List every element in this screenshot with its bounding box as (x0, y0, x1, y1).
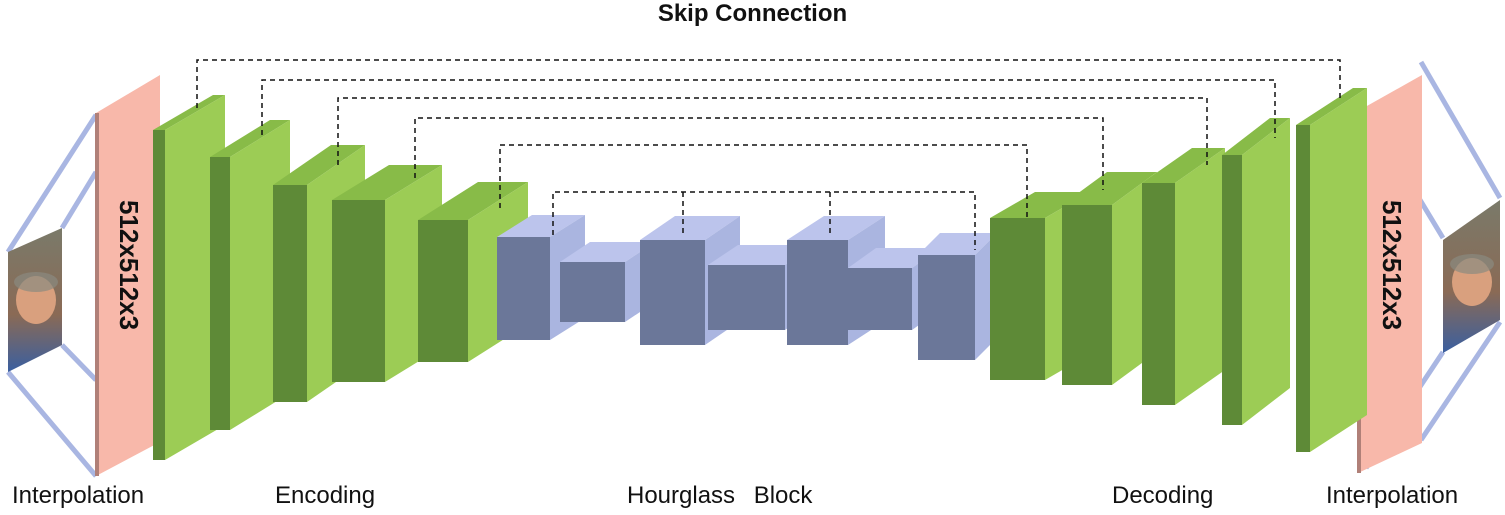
output-plane-face (1358, 75, 1422, 473)
hourglass-block-2-front-face (560, 262, 625, 322)
decoder-block-5-top-face (1296, 88, 1367, 125)
decoder-block-3-front-face (1142, 183, 1175, 405)
hourglass-block-1-top-face (497, 215, 585, 237)
decoder-block-4-side-face (1242, 118, 1290, 425)
hourglass-block-7-front-face (918, 255, 975, 360)
decoder-block-1-top-face (990, 192, 1090, 218)
hourglass-block-3-front-face (640, 240, 705, 345)
output-photo-hat (1450, 254, 1494, 274)
hourglass-block-5-front-face (787, 240, 848, 345)
encoder-block-2-top-face (210, 120, 290, 157)
skip-connection-line-6 (552, 191, 976, 250)
decoder-block-3-side-face (1175, 148, 1225, 405)
skip-connection-line-4 (414, 117, 1104, 190)
decoder-block-5-side-face (1310, 88, 1367, 452)
encoder-block-3-front-face (273, 185, 307, 402)
encoding-label: Encoding (275, 482, 376, 509)
decoder-block-3 (1142, 148, 1225, 405)
decoder-block-1-front-face (990, 218, 1045, 380)
interpolation-connector-line (60, 343, 98, 382)
decoder-block-5 (1296, 88, 1367, 452)
encoder-block-5-front-face (418, 220, 468, 362)
encoder-block-1-front-face (153, 130, 165, 460)
encoder-block-5-top-face (418, 182, 528, 220)
encoder-block-2-front-face (210, 157, 230, 430)
encoder-block-1-top-face (153, 95, 225, 130)
hourglass-block-1-front-face (497, 237, 550, 340)
skip-connection-line-1 (196, 59, 1341, 108)
skip-connection-line-5 (499, 144, 1028, 218)
input-plane-face (96, 75, 160, 476)
decoding-label: Decoding (1112, 482, 1214, 509)
interpolation-connector-line (59, 170, 99, 230)
interpolation-right-label: Interpolation (1326, 482, 1459, 509)
hourglass-block-6-front-face (848, 268, 912, 330)
hourglass-block-2-top-face (560, 242, 655, 262)
decoder-block-4 (1222, 118, 1290, 425)
output-photo (1443, 200, 1500, 353)
decoder-block-2-top-face (1062, 172, 1157, 205)
interpolation-connector-line (6, 370, 98, 478)
input-photo (8, 228, 62, 372)
skip-connection-title: Skip Connection (657, 0, 848, 27)
hourglass-block-label: Hourglass Block (627, 482, 813, 509)
hourglass-block-5-top-face (787, 216, 885, 240)
interpolation-left-label: Interpolation (12, 482, 145, 509)
hourglass-block-7 (918, 233, 997, 360)
hourglass-block-4-front-face (708, 265, 785, 330)
hourglass-block-3-top-face (640, 216, 740, 240)
interpolation-connector-line (1418, 320, 1503, 442)
input-plane-label: 512x512x3 (114, 200, 144, 330)
skip-connection-line-3 (337, 97, 1208, 165)
interpolation-connector-line (1418, 60, 1503, 200)
skip-connection-line-2 (261, 79, 1276, 138)
decoder-block-5-front-face (1296, 125, 1310, 452)
decoder-block-4-top-face (1222, 118, 1290, 155)
decoder-block-2-front-face (1062, 205, 1112, 385)
hourglass-block-6-top-face (848, 248, 940, 268)
decoder-block-4-front-face (1222, 155, 1242, 425)
encoder-block-4-front-face (332, 200, 385, 382)
input-photo-hat (14, 272, 58, 292)
interpolation-connector-line (5, 113, 99, 254)
encoder-block-3-top-face (273, 145, 365, 185)
decoder-block-3-top-face (1142, 148, 1225, 183)
hourglass-block-7-top-face (918, 233, 997, 255)
output-plane-label: 512x512x3 (1377, 200, 1407, 330)
input-plane (95, 75, 160, 476)
